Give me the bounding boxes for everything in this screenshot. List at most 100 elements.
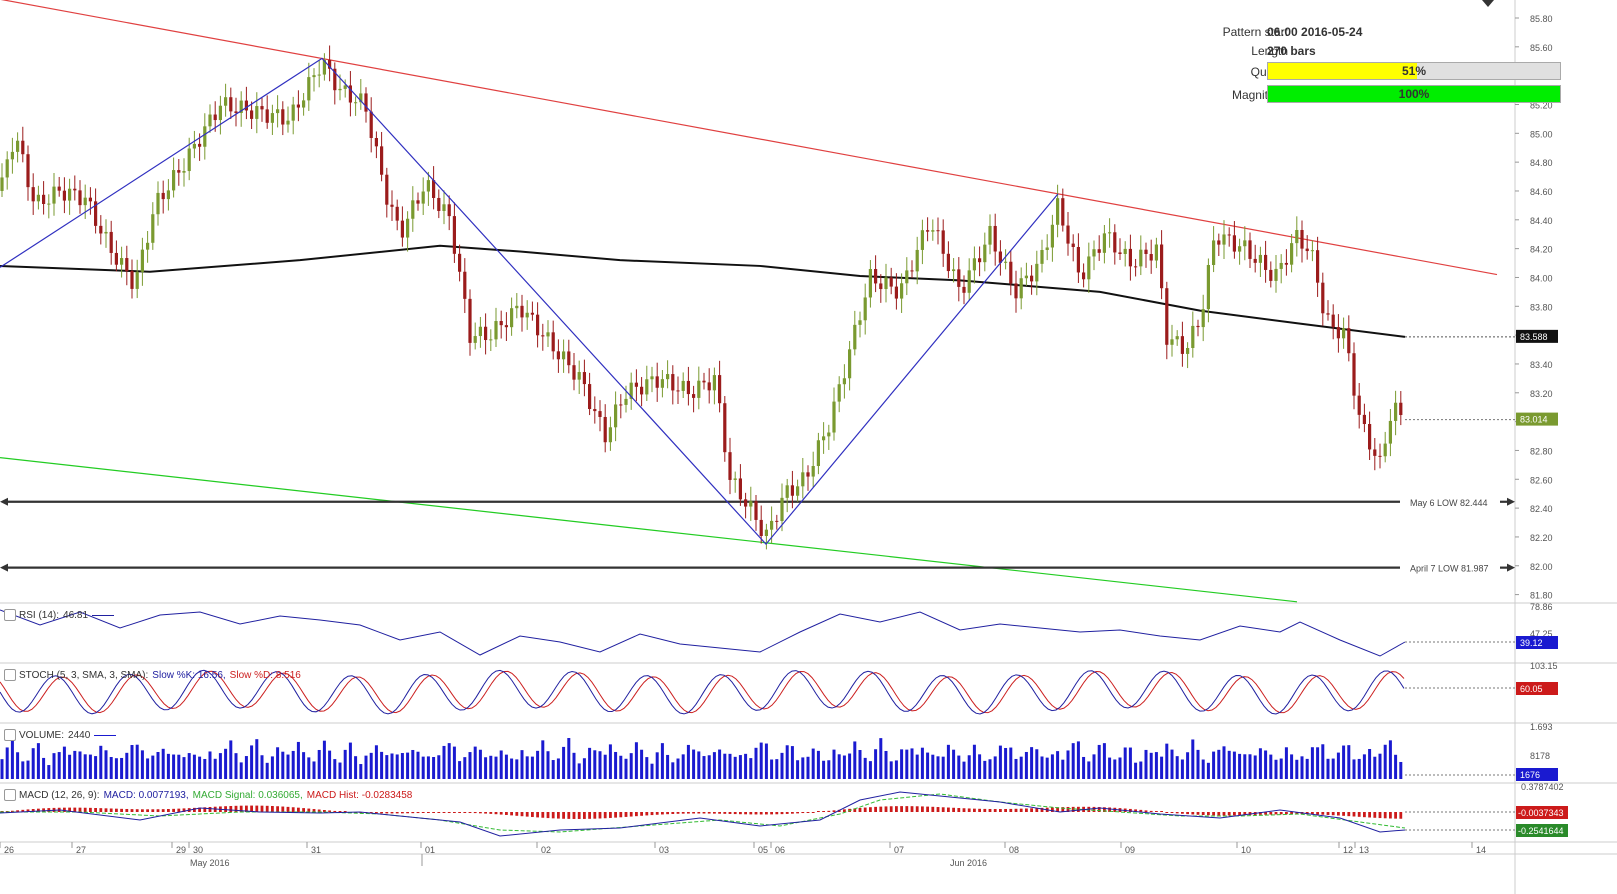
macd-hist-bar: [453, 812, 456, 813]
macd-hist-bar: [401, 812, 404, 814]
candle-body: [936, 230, 940, 232]
volume-bar: [962, 761, 966, 779]
rsi-label: RSI (14): 46.81: [19, 610, 118, 621]
macd-hist-bar: [333, 810, 337, 812]
x-tick-label: 02: [541, 845, 551, 855]
candle-body: [177, 170, 181, 173]
volume-bar: [780, 752, 784, 779]
candle-body: [785, 485, 789, 498]
macd-hist-bar: [811, 812, 815, 813]
volume-bar: [598, 751, 602, 779]
volume-bar: [172, 754, 176, 779]
volume-bar: [1149, 752, 1153, 779]
macd-hist-value: MACD Hist: -0.0283458: [306, 790, 413, 801]
candle-body: [920, 230, 924, 250]
macd-hist-bar: [1352, 812, 1356, 817]
candle-body: [99, 225, 103, 234]
macd-hist-bar: [343, 811, 347, 812]
stoch-toggle-icon[interactable]: [4, 669, 16, 681]
macd-hist-bar: [89, 807, 92, 812]
volume-bar: [99, 745, 103, 779]
macd-hist-bar: [1175, 812, 1179, 814]
volume-bar: [759, 742, 763, 779]
candle-body: [749, 501, 753, 507]
length-row: Length 270 bars: [1150, 41, 1570, 59]
macd-hist-bar: [83, 807, 87, 812]
candle-body: [1118, 252, 1122, 254]
volume-bar: [718, 749, 722, 779]
volume-bar: [1180, 759, 1184, 779]
macd-hist-bar: [801, 812, 805, 814]
volume-bar: [5, 747, 9, 779]
volume-bar: [359, 764, 363, 779]
volume-bar: [68, 754, 72, 779]
volume-bar: [42, 757, 46, 779]
macd-hist-bar: [198, 807, 201, 812]
macd-tag-1: -0.0037343: [1518, 808, 1564, 818]
volume-bar: [801, 757, 805, 779]
macd-name: MACD (12, 26, 9):: [19, 790, 100, 801]
candle-body: [1024, 275, 1028, 279]
volume-bar: [411, 749, 415, 779]
dropdown-arrow-icon[interactable]: [1482, 0, 1494, 7]
candle-body: [1305, 248, 1309, 252]
candle-body: [941, 230, 945, 254]
macd-hist-bar: [640, 812, 643, 816]
macd-hist-bar: [146, 809, 149, 812]
candle-body: [260, 106, 264, 110]
candle-body: [120, 258, 124, 265]
candle-body: [1045, 247, 1049, 251]
macd-toggle-icon[interactable]: [4, 789, 16, 801]
candle-body: [1061, 198, 1065, 226]
volume-bar: [520, 750, 524, 779]
candle-body: [515, 305, 519, 309]
macd-hist-bar: [661, 812, 664, 815]
macd-hist-bar: [785, 812, 789, 814]
candle-body: [78, 190, 82, 206]
volume-bar: [967, 755, 971, 779]
stoch-tag: 60.05: [1520, 684, 1543, 694]
macd-hist-bar: [255, 805, 259, 812]
volume-bar: [1352, 759, 1356, 779]
rsi-toggle-icon[interactable]: [4, 609, 16, 621]
magnitude-row: Magnitude 100%: [1150, 85, 1570, 103]
volume-bar: [260, 755, 264, 779]
volume-bar: [1388, 740, 1392, 779]
macd-hist-bar: [728, 812, 732, 814]
macd-hist-bar: [411, 812, 415, 814]
volume-bar: [1295, 759, 1299, 779]
volume-bar: [1357, 758, 1361, 779]
candle-body: [712, 375, 716, 391]
volume-bar: [926, 752, 930, 779]
volume-bar: [1175, 756, 1179, 779]
candle-body: [244, 100, 248, 111]
candle-body: [957, 269, 961, 287]
macd-hist-bar: [770, 812, 773, 815]
macd-hist-bar: [141, 809, 144, 812]
volume-bar: [354, 756, 358, 779]
macd-tag-1-bg: [1516, 806, 1568, 819]
volume-bar: [374, 745, 378, 779]
candle-body: [874, 269, 878, 284]
macd-hist-bar: [177, 808, 181, 812]
volume-bar: [1212, 751, 1216, 779]
pattern-start-row: Pattern start 06:00 2016-05-24: [1150, 22, 1570, 40]
volume-bar: [1154, 752, 1158, 779]
volume-bar: [936, 756, 940, 779]
macd-hist-bar: [115, 808, 118, 812]
candle-body: [952, 269, 956, 272]
macd-hist-bar: [822, 811, 825, 812]
volume-bar: [338, 762, 342, 779]
macd-hist-bar: [499, 812, 503, 815]
macd-hist-bar: [666, 812, 669, 815]
macd-hist-bar: [276, 806, 279, 812]
candle-body: [1290, 243, 1294, 265]
month-label-jun: Jun 2016: [950, 858, 987, 868]
macd-hist-bar: [1160, 811, 1163, 812]
candle-body: [764, 529, 768, 536]
volume-bar: [1331, 758, 1335, 779]
volume-bar: [1326, 758, 1330, 779]
volume-bar: [770, 759, 774, 779]
candle-body: [660, 379, 664, 388]
volume-toggle-icon[interactable]: [4, 729, 16, 741]
